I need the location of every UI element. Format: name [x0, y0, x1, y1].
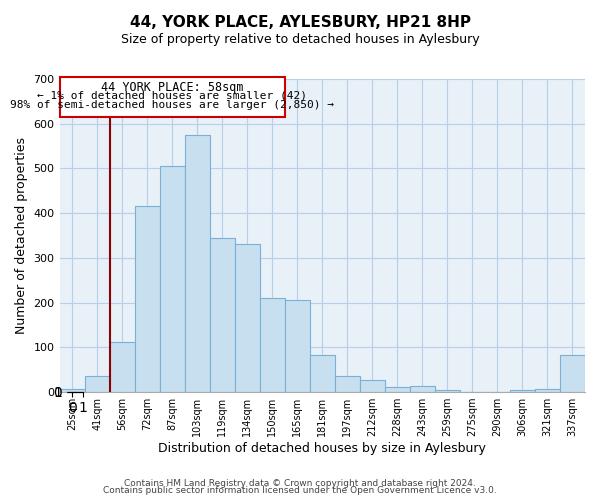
Bar — [385, 386, 410, 392]
Text: ← 1% of detached houses are smaller (42): ← 1% of detached houses are smaller (42) — [37, 90, 307, 100]
Text: 44, YORK PLACE, AYLESBURY, HP21 8HP: 44, YORK PLACE, AYLESBURY, HP21 8HP — [130, 15, 470, 30]
Bar — [59, 388, 85, 392]
Bar — [134, 206, 160, 392]
Text: 44 YORK PLACE: 58sqm: 44 YORK PLACE: 58sqm — [101, 81, 244, 94]
Bar — [185, 135, 209, 392]
Bar — [535, 388, 560, 392]
Bar — [285, 300, 310, 392]
Bar — [85, 376, 110, 392]
Bar — [310, 355, 335, 392]
Text: Contains public sector information licensed under the Open Government Licence v3: Contains public sector information licen… — [103, 486, 497, 495]
Bar — [560, 355, 585, 392]
Bar — [335, 376, 360, 392]
Text: Size of property relative to detached houses in Aylesbury: Size of property relative to detached ho… — [121, 32, 479, 46]
Bar — [360, 380, 385, 392]
Bar — [410, 386, 435, 392]
Bar — [160, 166, 185, 392]
Bar — [510, 390, 535, 392]
Text: Contains HM Land Registry data © Crown copyright and database right 2024.: Contains HM Land Registry data © Crown c… — [124, 478, 476, 488]
Bar — [235, 244, 260, 392]
Text: 98% of semi-detached houses are larger (2,850) →: 98% of semi-detached houses are larger (… — [10, 100, 334, 110]
Bar — [110, 342, 134, 392]
Bar — [59, 77, 285, 117]
Y-axis label: Number of detached properties: Number of detached properties — [15, 137, 28, 334]
Bar — [209, 238, 235, 392]
Bar — [260, 298, 285, 392]
Bar — [435, 390, 460, 392]
X-axis label: Distribution of detached houses by size in Aylesbury: Distribution of detached houses by size … — [158, 442, 486, 455]
